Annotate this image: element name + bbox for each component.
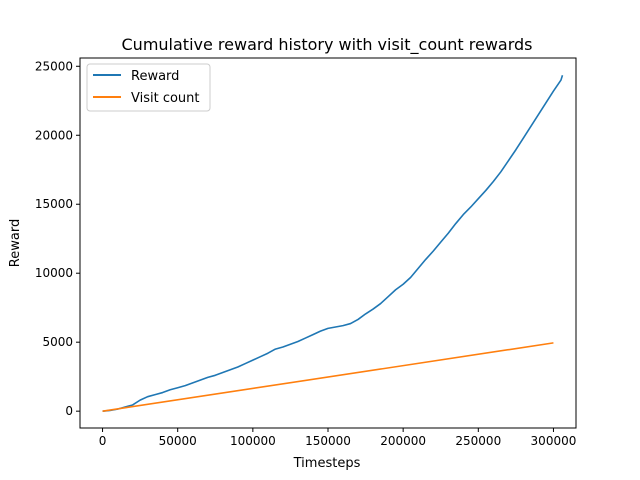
y-tick-label: 20000	[35, 128, 73, 142]
legend-label: Reward	[131, 69, 179, 84]
axes-layer: 0 50000 100000 150000 200000 250000 300000 0 500…	[35, 59, 577, 448]
series-line-visit-count	[102, 342, 554, 412]
y-axis-label: Reward	[8, 219, 23, 267]
series-layer	[102, 75, 564, 412]
y-tick-label: 25000	[35, 59, 73, 73]
y-tick-label: 10000	[35, 266, 73, 280]
x-tick-label: 200000	[380, 434, 426, 448]
x-axis-label: Timesteps	[293, 456, 361, 471]
x-tick-label: 0	[99, 434, 107, 448]
series-line-reward	[102, 75, 564, 412]
x-tick-label: 250000	[455, 434, 501, 448]
x-tick-label: 300000	[531, 434, 577, 448]
x-tick-label: 150000	[305, 434, 351, 448]
legend: Reward Visit count	[86, 63, 211, 112]
legend-label: Visit count	[131, 91, 200, 106]
plot-frame	[79, 57, 577, 429]
x-tick-label: 50000	[159, 434, 197, 448]
plot-area	[79, 57, 577, 429]
y-tick-label: 15000	[35, 197, 73, 211]
chart-title: Cumulative reward history with visit_cou…	[122, 35, 533, 55]
y-tick-label: 0	[65, 404, 73, 418]
y-tick-label: 5000	[42, 335, 73, 349]
x-tick-label: 100000	[230, 434, 276, 448]
